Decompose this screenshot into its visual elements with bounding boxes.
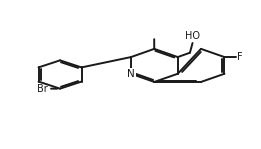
Text: F: F [237, 52, 243, 62]
Text: HO: HO [185, 31, 200, 41]
Text: Br: Br [37, 84, 48, 94]
Text: N: N [127, 69, 135, 79]
